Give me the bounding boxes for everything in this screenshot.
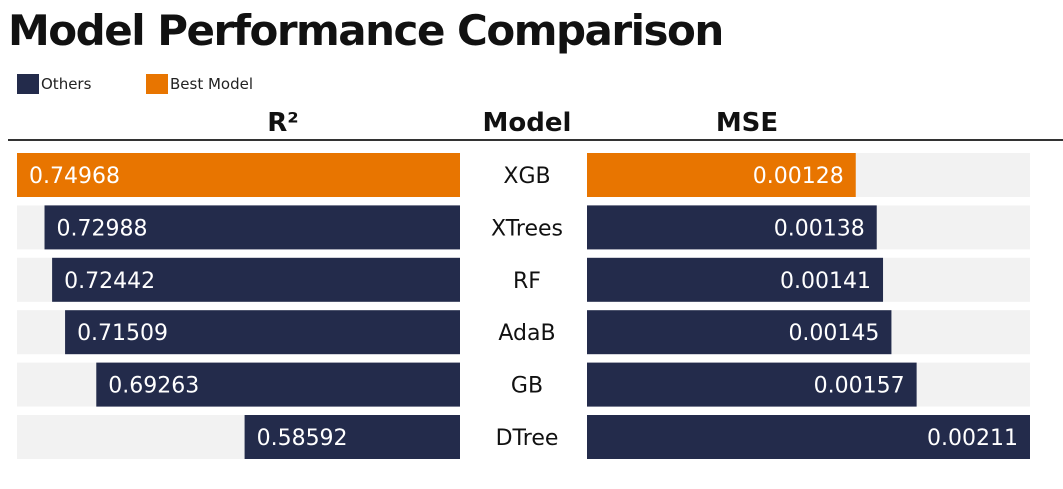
mse-bar-gb — [587, 362, 917, 407]
r2-label-xgb: 0.74968 — [29, 164, 120, 189]
legend-label-others: Others — [41, 75, 92, 93]
chart-title: Model Performance Comparison — [8, 6, 724, 55]
header-r2: R² — [267, 108, 299, 138]
mse-bar-adab — [587, 310, 892, 355]
mse-label-xgb: 0.00128 — [753, 164, 844, 189]
model-label-dtree: DTree — [496, 426, 559, 451]
mse-bar-rf — [587, 257, 884, 302]
mse-label-rf: 0.00141 — [780, 269, 871, 294]
model-label-adab: AdaB — [498, 321, 555, 346]
r2-bar-xgb — [17, 153, 460, 197]
mse-bar-dtree — [587, 415, 1030, 459]
r2-bar-dtree — [244, 415, 460, 459]
r2-label-gb: 0.69263 — [108, 374, 199, 399]
r2-label-adab: 0.71509 — [77, 321, 168, 346]
legend-item-others: Others — [17, 74, 91, 94]
mse-label-dtree: 0.00211 — [927, 426, 1018, 451]
r2-label-rf: 0.72442 — [64, 269, 155, 294]
model-label-xgb: XGB — [503, 164, 550, 189]
r2-bar-xtrees — [44, 205, 460, 250]
r2-label-dtree: 0.58592 — [257, 426, 348, 451]
mse-label-gb: 0.00157 — [814, 374, 905, 399]
r2-bar-gb — [96, 362, 460, 407]
mse-bar-xtrees — [587, 205, 877, 250]
mse-bar-xgb — [587, 153, 856, 197]
model-label-rf: RF — [513, 269, 541, 294]
model-label-xtrees: XTrees — [491, 216, 563, 241]
header-rule — [8, 139, 1063, 141]
header-mse: MSE — [715, 108, 779, 138]
r2-bar-rf — [52, 257, 461, 302]
legend-swatch-others — [17, 74, 39, 94]
r2-label-xtrees: 0.72988 — [57, 216, 148, 241]
mse-label-xtrees: 0.00138 — [774, 216, 865, 241]
legend-swatch-best-model — [146, 74, 168, 94]
model-label-gb: GB — [511, 374, 543, 399]
mse-label-adab: 0.00145 — [788, 321, 879, 346]
legend-label-best-model: Best Model — [170, 75, 254, 93]
r2-bar-adab — [65, 310, 461, 355]
legend-item-best-model: Best Model — [146, 74, 253, 94]
header-model: Model — [482, 108, 572, 138]
